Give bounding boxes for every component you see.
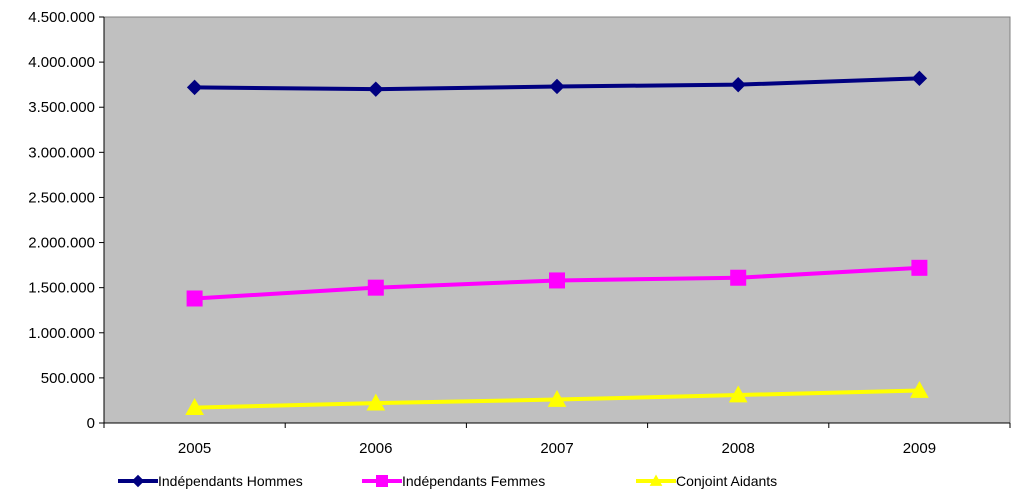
x-tick-label: 2008	[722, 440, 755, 457]
legend-swatch-marker	[131, 474, 145, 488]
legend-label: Indépendants Femmes	[402, 473, 545, 489]
data-point	[367, 279, 384, 296]
data-point	[186, 290, 203, 307]
series-1	[186, 259, 928, 307]
data-point	[366, 393, 386, 411]
data-point	[549, 272, 565, 289]
y-tick-label: 1.000.000	[28, 325, 95, 342]
legend-label: Indépendants Hommes	[158, 473, 303, 489]
data-point	[186, 79, 203, 96]
data-point	[547, 390, 567, 407]
data-point	[911, 70, 928, 87]
x-tick-label: 2006	[359, 440, 392, 457]
legend-swatch-marker	[376, 475, 388, 487]
series-0	[186, 70, 928, 97]
legend-item: Conjoint Aidants	[636, 473, 777, 489]
y-tick-label: 0	[87, 415, 95, 432]
y-axis-ticks: 0 500.000 1.000.000 1.500.000 2.000.000 2.500…	[28, 9, 104, 432]
y-tick-label: 4.500.000	[28, 9, 95, 26]
x-tick-label: 2007	[540, 440, 573, 457]
legend-swatch-marker	[649, 474, 663, 486]
x-tick-label: 2005	[178, 440, 211, 457]
legend-item: Indépendants Femmes	[362, 473, 545, 489]
data-point	[910, 380, 929, 398]
y-tick-label: 2.500.000	[28, 189, 95, 206]
data-point	[728, 385, 748, 403]
series-layer	[185, 70, 929, 415]
data-point	[730, 76, 746, 93]
y-tick-label: 4.000.000	[28, 54, 95, 71]
y-tick-label: 3.000.000	[28, 144, 95, 161]
y-tick-label: 1.500.000	[28, 280, 95, 297]
y-tick-label: 3.500.000	[28, 99, 95, 116]
legend: Indépendants Hommes Indépendants Femmes Co…	[118, 473, 777, 489]
data-point	[730, 269, 747, 286]
y-tick-label: 500.000	[41, 370, 95, 387]
data-point	[911, 259, 928, 276]
data-point	[368, 81, 384, 97]
legend-item: Indépendants Hommes	[118, 473, 303, 489]
legend-label: Conjoint Aidants	[676, 473, 777, 489]
y-tick-label: 2.000.000	[28, 235, 95, 252]
data-point	[185, 398, 204, 415]
x-axis-ticks: 2005 2006 2007 2008 2009	[103, 423, 1011, 457]
plot-area	[103, 16, 1011, 424]
series-2	[185, 380, 929, 415]
data-point	[549, 78, 565, 95]
x-tick-label: 2009	[903, 440, 936, 457]
